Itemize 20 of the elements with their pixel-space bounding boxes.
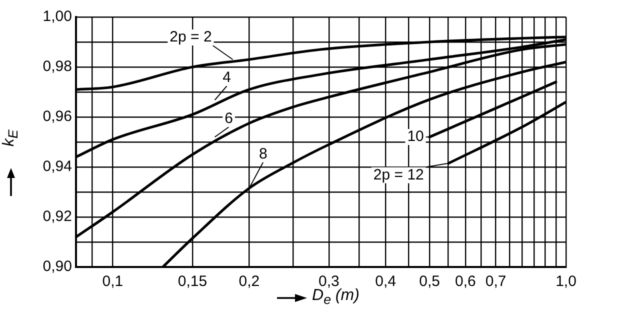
y-tick-label: 0,92: [42, 208, 72, 226]
x-tick-label: 0,4: [375, 273, 396, 290]
y-tick-label: 0,98: [42, 58, 72, 76]
x-tick-label: 0,7: [485, 273, 506, 290]
y-tick-label: 1,00: [42, 8, 72, 26]
annotation: 2p = 12: [373, 166, 424, 184]
x-tick-label: 0,5: [419, 273, 440, 290]
x-tick-label: 0,15: [178, 273, 208, 290]
y-tick-label: 0,96: [42, 108, 72, 126]
x-tick-label: 0,6: [455, 273, 476, 290]
x-tick-label: 0,2: [238, 273, 260, 290]
x-tick-label: 0,1: [102, 273, 124, 290]
annotation: 2p = 2: [170, 28, 212, 46]
annotation: 6: [224, 110, 233, 128]
y-tick-label: 0,90: [42, 258, 72, 276]
annotation: 10: [407, 128, 424, 146]
y-tick-label: 0,94: [42, 158, 72, 176]
annotation: 4: [222, 69, 231, 86]
x-tick-label: 1,0: [556, 273, 576, 290]
annotation: 8: [258, 145, 268, 162]
